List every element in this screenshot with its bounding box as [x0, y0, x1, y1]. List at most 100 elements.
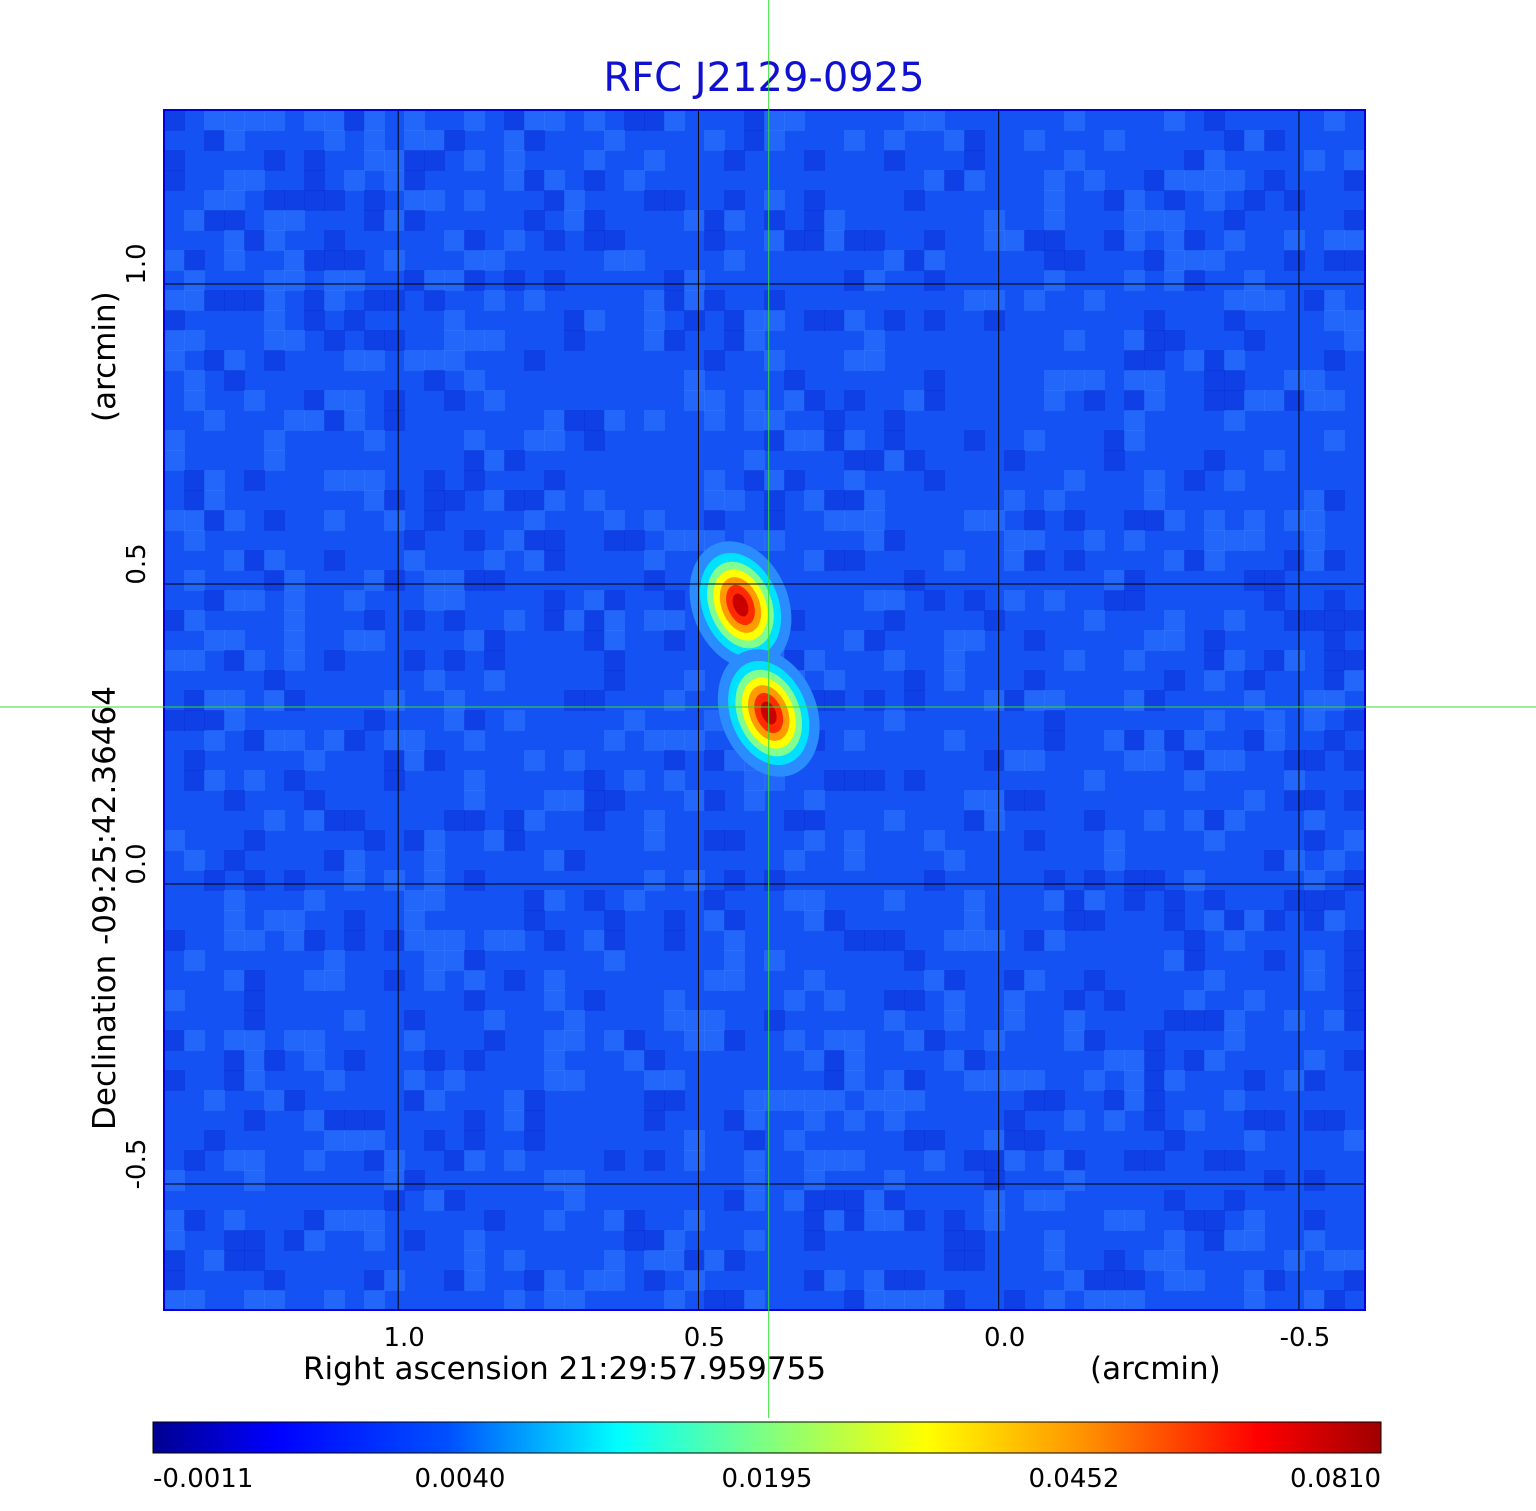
- noise-cell: [404, 650, 425, 671]
- noise-cell: [684, 270, 705, 291]
- noise-cell: [1124, 350, 1145, 371]
- noise-cell: [584, 810, 605, 831]
- noise-cell: [244, 650, 265, 671]
- noise-cell: [944, 930, 965, 951]
- noise-cell: [1324, 1110, 1345, 1131]
- noise-cell: [1304, 710, 1325, 731]
- noise-cell: [1004, 1010, 1025, 1031]
- noise-cell: [1164, 670, 1185, 691]
- noise-cell: [664, 110, 685, 131]
- noise-cell: [1224, 1230, 1245, 1251]
- noise-cell: [744, 530, 765, 551]
- noise-cell: [284, 410, 305, 431]
- noise-cell: [1204, 810, 1225, 831]
- noise-cell: [824, 490, 845, 511]
- noise-cell: [1164, 110, 1185, 131]
- noise-cell: [404, 830, 425, 851]
- noise-cell: [444, 330, 465, 351]
- noise-cell: [524, 1090, 545, 1111]
- noise-cell: [684, 390, 705, 411]
- noise-cell: [304, 250, 325, 271]
- noise-cell: [384, 870, 405, 891]
- noise-cell: [164, 290, 185, 311]
- noise-cell: [904, 190, 925, 211]
- noise-cell: [164, 150, 185, 171]
- noise-cell: [1304, 690, 1325, 711]
- noise-cell: [1244, 130, 1265, 151]
- noise-cell: [784, 1190, 805, 1211]
- plot-frame: [163, 109, 1366, 1311]
- noise-cell: [444, 930, 465, 951]
- noise-cell: [884, 150, 905, 171]
- noise-cell: [264, 430, 285, 451]
- noise-cell: [324, 950, 345, 971]
- noise-cell: [704, 210, 725, 231]
- y-tick-label: 1.0: [122, 243, 152, 284]
- noise-cell: [844, 490, 865, 511]
- noise-cell: [1104, 430, 1125, 451]
- noise-cell: [1044, 170, 1065, 191]
- noise-cell: [224, 650, 245, 671]
- noise-cell: [444, 590, 465, 611]
- noise-cell: [1044, 870, 1065, 891]
- noise-cell: [464, 630, 485, 651]
- noise-cell: [1144, 1070, 1165, 1091]
- noise-cell: [824, 230, 845, 251]
- noise-cell: [1044, 710, 1065, 731]
- noise-cell: [544, 1170, 565, 1191]
- noise-cell: [1164, 890, 1185, 911]
- noise-cell: [284, 330, 305, 351]
- noise-cell: [1204, 190, 1225, 211]
- noise-cell: [1244, 1230, 1265, 1251]
- noise-cell: [504, 1150, 525, 1171]
- noise-cell: [644, 1230, 665, 1251]
- colorbar-tick-label: -0.0011: [153, 1464, 253, 1494]
- noise-cell: [764, 130, 785, 151]
- noise-cell: [1224, 930, 1245, 951]
- noise-cell: [164, 1210, 185, 1231]
- noise-cell: [584, 490, 605, 511]
- noise-cell: [984, 1150, 1005, 1171]
- noise-cell: [1024, 630, 1045, 651]
- noise-cell: [444, 1190, 465, 1211]
- noise-cell: [364, 1110, 385, 1131]
- noise-cell: [624, 710, 645, 731]
- noise-cell: [424, 270, 445, 291]
- noise-cell: [1284, 1250, 1305, 1271]
- noise-cell: [384, 690, 405, 711]
- noise-cell: [564, 190, 585, 211]
- noise-cell: [204, 130, 225, 151]
- noise-cell: [444, 310, 465, 331]
- noise-cell: [1244, 1270, 1265, 1291]
- noise-cell: [964, 1050, 985, 1071]
- noise-cell: [1264, 650, 1285, 671]
- noise-cell: [1204, 970, 1225, 991]
- noise-cell: [804, 1230, 825, 1251]
- noise-cell: [384, 1190, 405, 1211]
- noise-cell: [324, 1110, 345, 1131]
- noise-cell: [1044, 370, 1065, 391]
- noise-cell: [424, 490, 445, 511]
- noise-cell: [464, 950, 485, 971]
- noise-cell: [804, 390, 825, 411]
- noise-cell: [804, 310, 825, 331]
- noise-cell: [804, 830, 825, 851]
- noise-cell: [1184, 1270, 1205, 1291]
- noise-cell: [1364, 410, 1365, 431]
- noise-cell: [804, 550, 825, 571]
- noise-cell: [224, 910, 245, 931]
- noise-cell: [804, 230, 825, 251]
- noise-cell: [384, 970, 405, 991]
- noise-cell: [1244, 290, 1265, 311]
- noise-cell: [384, 330, 405, 351]
- noise-cell: [364, 430, 385, 451]
- noise-cell: [1284, 230, 1305, 251]
- noise-cell: [904, 1270, 925, 1291]
- noise-cell: [664, 610, 685, 631]
- noise-cell: [384, 170, 405, 191]
- noise-cell: [224, 1150, 245, 1171]
- noise-cell: [944, 970, 965, 991]
- noise-cell: [1124, 210, 1145, 231]
- source-contour: [732, 593, 749, 617]
- noise-cell: [1124, 410, 1145, 431]
